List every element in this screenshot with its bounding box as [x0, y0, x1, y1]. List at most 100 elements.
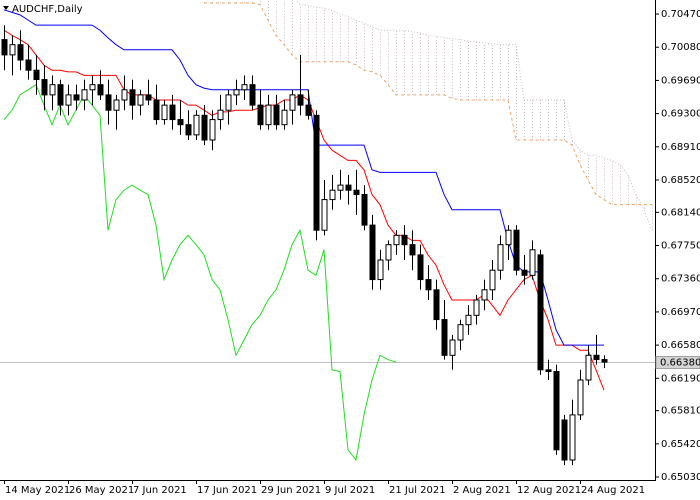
candle-body: [153, 99, 160, 121]
candle-body: [1, 39, 8, 56]
y-tick-label: 0.65420: [661, 439, 700, 450]
candle-body: [73, 94, 80, 101]
candle-body: [441, 319, 448, 356]
candle-body: [105, 94, 112, 111]
candle-body: [281, 109, 288, 126]
candle-body: [313, 114, 320, 231]
candle-body: [289, 94, 296, 111]
candle-body: [201, 114, 208, 141]
candle-body: [65, 94, 72, 106]
candle-body: [89, 84, 96, 91]
candle-body: [337, 184, 344, 191]
candle-body: [369, 224, 376, 281]
candle-body: [537, 254, 544, 371]
candle-body: [401, 234, 408, 246]
candle-body: [417, 254, 424, 281]
x-tick-label: 26 May 2021: [69, 485, 134, 496]
candle-body: [465, 314, 472, 326]
indicator-line: [3, 83, 397, 462]
current-price-label: 0.66380: [660, 358, 700, 369]
candle-body: [81, 89, 88, 101]
candle-body: [57, 84, 64, 106]
x-tick-label: 17 Jun 2021: [197, 485, 257, 496]
candle-body: [49, 84, 56, 96]
candle-body: [497, 244, 504, 271]
candle-body: [193, 114, 200, 136]
candle-body: [209, 119, 216, 141]
candle-body: [425, 279, 432, 291]
y-tick-label: 0.68140: [661, 207, 700, 218]
y-tick-label: 0.70080: [661, 42, 700, 53]
indicator-line: [3, 9, 604, 346]
chart-title: AUDCHF,Daily: [12, 4, 83, 15]
y-tick-label: 0.68520: [661, 175, 700, 186]
candle-body: [161, 104, 168, 121]
candle-body: [25, 59, 32, 71]
y-tick-label: 0.69300: [661, 109, 700, 120]
candle-body: [113, 99, 120, 111]
candle-body: [241, 84, 248, 91]
candle-body: [185, 124, 192, 136]
x-tick-label: 29 Jun 2021: [261, 485, 321, 496]
candle-body: [265, 104, 272, 126]
candle-body: [545, 369, 552, 372]
candle-body: [449, 339, 456, 356]
candle-body: [329, 189, 336, 201]
y-tick-label: 0.65030: [661, 472, 700, 483]
x-tick-label: 2 Aug 2021: [453, 485, 511, 496]
candle-body: [601, 359, 608, 363]
candle-body: [593, 354, 600, 361]
candle-body: [393, 234, 400, 246]
candle-body: [521, 269, 528, 276]
candle-body: [577, 379, 584, 416]
candle-body: [513, 229, 520, 271]
x-tick-label: 24 Aug 2021: [581, 485, 645, 496]
candle-body: [129, 89, 136, 106]
candle-body: [297, 94, 304, 106]
candle-body: [225, 94, 232, 111]
candle-body: [585, 354, 592, 381]
candle-body: [273, 104, 280, 126]
candle-body: [217, 109, 224, 121]
x-tick-label: 12 Aug 2021: [517, 485, 581, 496]
candle-body: [353, 189, 360, 195]
candle-body: [569, 414, 576, 461]
candle-body: [321, 199, 328, 231]
candle-body: [121, 89, 128, 101]
x-tick-label: 14 May 2021: [5, 485, 70, 496]
y-tick-label: 0.70470: [661, 9, 700, 20]
y-tick-label: 0.66580: [661, 340, 700, 351]
y-tick-label: 0.69690: [661, 75, 700, 86]
candle-body: [41, 79, 48, 96]
y-tick-label: 0.67360: [661, 274, 700, 285]
candle-body: [257, 104, 264, 126]
candle-body: [473, 299, 480, 316]
x-tick-label: 21 Jul 2021: [389, 485, 446, 496]
candle-body: [489, 269, 496, 291]
candle-body: [561, 419, 568, 461]
candle-body: [409, 244, 416, 256]
candle-body: [177, 119, 184, 126]
candle-body: [385, 244, 392, 261]
x-tick-label: 9 Jul 2021: [325, 485, 375, 496]
candle-body: [305, 104, 312, 116]
candle-body: [97, 84, 104, 96]
candle-body: [505, 229, 512, 246]
y-tick-label: 0.66970: [661, 307, 700, 318]
x-tick-label: 7 Jun 2021: [133, 485, 187, 496]
plot-area: [0, 0, 655, 466]
y-tick-label: 0.67750: [661, 241, 700, 252]
candle-body: [233, 89, 240, 96]
menu-triangle[interactable]: [3, 6, 9, 10]
candle-body: [9, 44, 16, 56]
candle-body: [529, 249, 536, 276]
candle-body: [553, 370, 560, 451]
candle-body: [145, 94, 152, 101]
candle-body: [249, 84, 256, 106]
candle-body: [481, 289, 488, 301]
y-tick-label: 0.65810: [661, 406, 700, 417]
indicator-line: [204, 2, 652, 206]
candle-body: [361, 193, 368, 226]
